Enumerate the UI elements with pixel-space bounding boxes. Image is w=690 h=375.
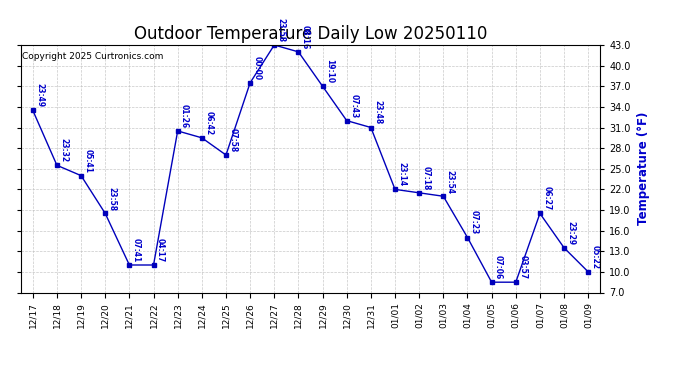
- Text: 23:32: 23:32: [59, 138, 68, 163]
- Text: 07:06: 07:06: [494, 255, 503, 279]
- Y-axis label: Temperature (°F): Temperature (°F): [636, 112, 649, 225]
- Text: 05:22: 05:22: [591, 245, 600, 269]
- Text: 05:41: 05:41: [83, 149, 92, 173]
- Text: 06:42: 06:42: [204, 111, 213, 135]
- Text: 07:43: 07:43: [349, 94, 358, 118]
- Title: Outdoor Temperature Daily Low 20250110: Outdoor Temperature Daily Low 20250110: [134, 26, 487, 44]
- Text: 07:23: 07:23: [470, 210, 479, 235]
- Text: 19:10: 19:10: [325, 59, 334, 84]
- Text: 23:49: 23:49: [35, 84, 44, 108]
- Text: 07:58: 07:58: [228, 128, 237, 152]
- Text: 23:48: 23:48: [373, 100, 382, 125]
- Text: 23:29: 23:29: [566, 221, 575, 245]
- Text: 23:58: 23:58: [277, 18, 286, 42]
- Text: 23:58: 23:58: [108, 187, 117, 211]
- Text: 23:54: 23:54: [446, 170, 455, 194]
- Text: 07:41: 07:41: [132, 238, 141, 262]
- Text: 01:26: 01:26: [180, 104, 189, 128]
- Text: 08:16: 08:16: [301, 25, 310, 49]
- Text: 23:14: 23:14: [397, 162, 406, 187]
- Text: 04:17: 04:17: [156, 238, 165, 262]
- Text: 07:18: 07:18: [422, 166, 431, 190]
- Text: 06:27: 06:27: [542, 186, 551, 211]
- Text: 00:00: 00:00: [253, 56, 262, 80]
- Text: Copyright 2025 Curtronics.com: Copyright 2025 Curtronics.com: [22, 53, 164, 62]
- Text: 03:57: 03:57: [518, 255, 527, 279]
